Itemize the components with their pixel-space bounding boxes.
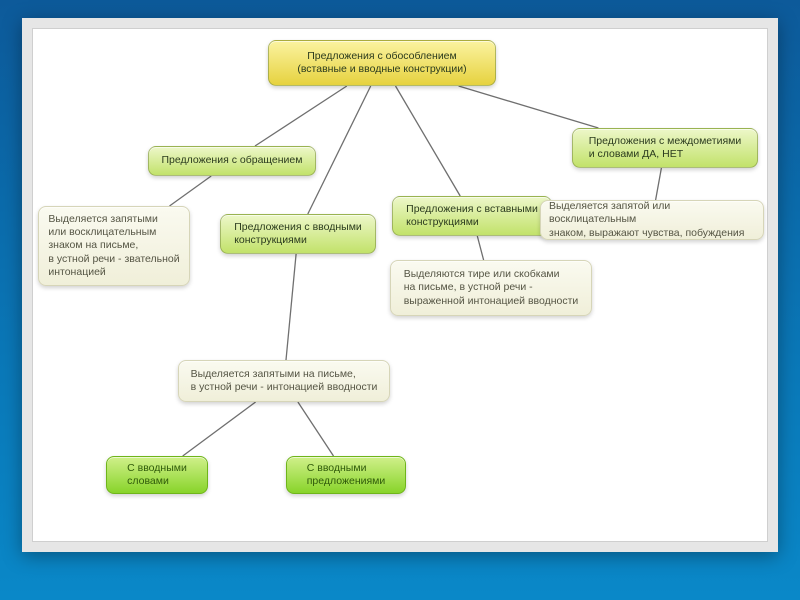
edge-n3-d3 <box>477 236 483 260</box>
diagram-canvas: Предложения с обособлением (вставные и в… <box>32 28 768 542</box>
node-n3: Предложения с вставными конструкциями <box>392 196 552 236</box>
edge-d2-g2 <box>298 402 334 456</box>
node-n4: Предложения с междометиями и словами ДА,… <box>572 128 758 168</box>
node-d2: Выделяется запятыми на письме, в устной … <box>178 360 390 402</box>
node-n1: Предложения с обращением <box>148 146 316 176</box>
edge-n4-d4 <box>656 168 662 200</box>
edge-n1-d1 <box>170 176 212 206</box>
edge-root-n2 <box>308 86 371 214</box>
node-n2: Предложения с вводными конструкциями <box>220 214 376 254</box>
slide-background: Предложения с обособлением (вставные и в… <box>0 0 800 600</box>
node-d3: Выделяются тире или скобками на письме, … <box>390 260 592 316</box>
node-root: Предложения с обособлением (вставные и в… <box>268 40 496 86</box>
node-g1: С вводными словами <box>106 456 208 494</box>
edge-root-n4 <box>459 86 599 128</box>
edge-n2-d2 <box>286 254 296 360</box>
node-d4: Выделяется запятой или восклицательным з… <box>540 200 764 240</box>
slide-frame: Предложения с обособлением (вставные и в… <box>22 18 778 552</box>
node-d1: Выделяется запятыми или восклицательным … <box>38 206 190 286</box>
edge-d2-g1 <box>183 402 256 456</box>
edge-root-n3 <box>396 86 461 196</box>
node-g2: С вводными предложениями <box>286 456 406 494</box>
edge-root-n1 <box>255 86 347 146</box>
